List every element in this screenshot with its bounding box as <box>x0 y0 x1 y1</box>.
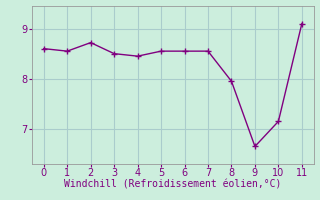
X-axis label: Windchill (Refroidissement éolien,°C): Windchill (Refroidissement éolien,°C) <box>64 180 282 190</box>
